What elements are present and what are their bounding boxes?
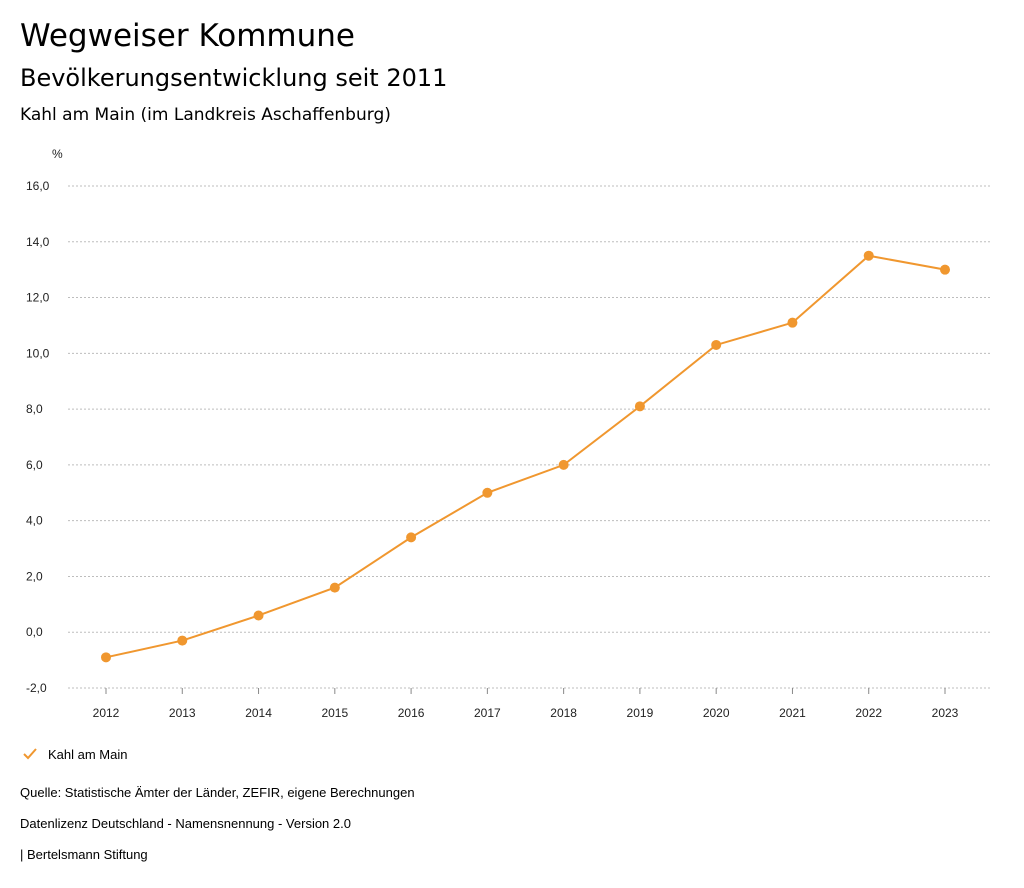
check-icon: [23, 748, 37, 760]
y-tick-label: 6,0: [26, 458, 43, 472]
data-point: [253, 610, 264, 621]
region-label: Kahl am Main (im Landkreis Aschaffenburg…: [20, 105, 391, 125]
y-tick-label: 16,0: [26, 179, 50, 193]
data-point: [940, 264, 950, 275]
y-tick-label: 12,0: [26, 291, 50, 305]
y-axis-label: %: [52, 147, 63, 161]
legend-label: Kahl am Main: [48, 746, 128, 762]
chart-subtitle: Bevölkerungsentwicklung seit 2011: [20, 64, 448, 92]
x-tick-label: 2019: [627, 706, 654, 720]
x-tick-label: 2012: [93, 706, 120, 720]
x-tick-label: 2013: [169, 706, 196, 720]
license-note: Datenlizenz Deutschland - Namensnennung …: [20, 816, 351, 831]
x-tick-label: 2022: [855, 706, 882, 720]
y-tick-label: 0,0: [26, 625, 43, 639]
data-point: [177, 635, 188, 646]
page-title: Wegweiser Kommune: [20, 18, 355, 54]
y-tick-label: 8,0: [26, 402, 43, 416]
y-tick-label: 14,0: [26, 235, 50, 249]
data-point: [558, 459, 569, 470]
y-tick-label: 4,0: [26, 514, 43, 528]
data-point: [329, 582, 340, 593]
data-point: [711, 339, 722, 350]
x-tick-label: 2021: [779, 706, 806, 720]
y-tick-label: 2,0: [26, 569, 43, 583]
data-point: [482, 487, 493, 498]
data-point: [787, 317, 798, 328]
data-point: [406, 532, 417, 543]
data-point: [101, 652, 111, 663]
x-tick-label: 2014: [245, 706, 272, 720]
legend[interactable]: Kahl am Main: [20, 744, 127, 764]
x-tick-label: 2023: [932, 706, 959, 720]
data-point: [634, 401, 645, 412]
x-tick-label: 2018: [550, 706, 577, 720]
source-note: Quelle: Statistische Ämter der Länder, Z…: [20, 785, 415, 800]
brand-note: | Bertelsmann Stiftung: [20, 847, 148, 862]
x-tick-label: 2017: [474, 706, 501, 720]
line-chart: % -2,0 0,0 2,0 4,0 6,0 8,0 10,0 12,0 14,0 16,0 2012…: [26, 147, 990, 720]
x-tick-label: 2016: [398, 706, 425, 720]
x-tick-label: 2015: [321, 706, 348, 720]
data-point: [863, 250, 874, 261]
series-line: [105, 254, 946, 659]
y-tick-label: 10,0: [26, 346, 50, 360]
y-tick-label: -2,0: [26, 681, 47, 695]
x-tick-label: 2020: [703, 706, 730, 720]
